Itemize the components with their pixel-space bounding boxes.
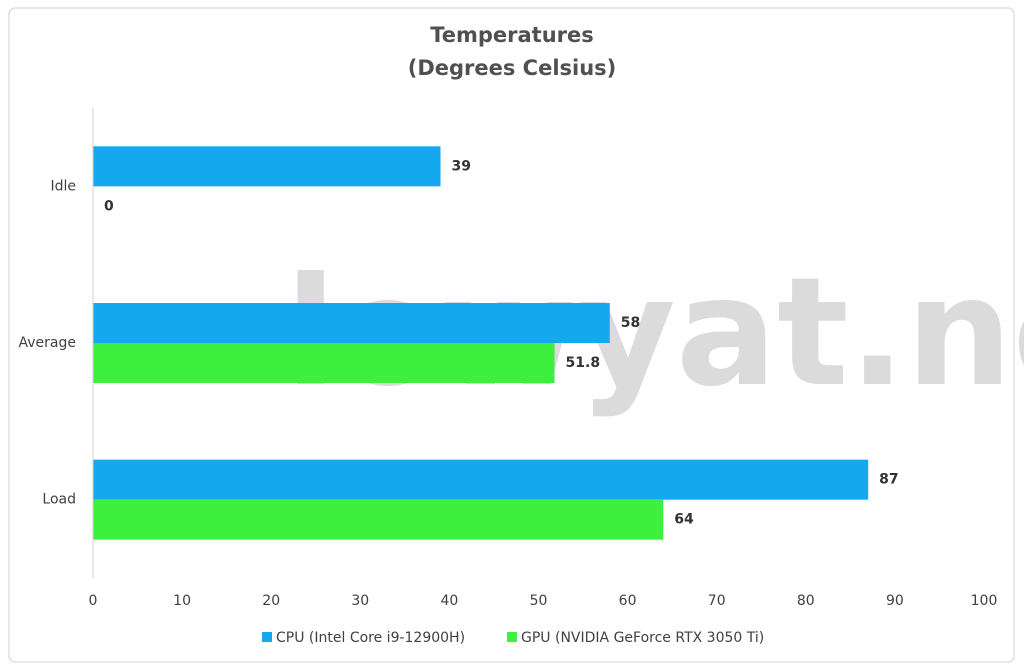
x-tick-label: 80 xyxy=(797,593,815,609)
legend-label: GPU (NVIDIA GeForce RTX 3050 Ti) xyxy=(521,630,764,646)
chart-title: Temperatures xyxy=(430,23,594,47)
bar xyxy=(93,146,441,187)
x-tick-label: 40 xyxy=(440,593,458,609)
y-tick-label: Idle xyxy=(50,178,76,194)
legend-swatch xyxy=(262,632,272,642)
y-tick-label: Load xyxy=(42,492,76,508)
legend-swatch xyxy=(507,632,517,642)
x-tick-label: 60 xyxy=(619,593,637,609)
value-label: 58 xyxy=(621,315,640,331)
x-tick-label: 20 xyxy=(262,593,280,609)
x-tick-label: 90 xyxy=(886,593,904,609)
x-tick-label: 30 xyxy=(351,593,369,609)
x-tick-label: 50 xyxy=(530,593,548,609)
x-tick-label: 70 xyxy=(708,593,726,609)
chart-subtitle: (Degrees Celsius) xyxy=(408,56,617,80)
x-tick-label: 100 xyxy=(971,593,998,609)
value-label: 64 xyxy=(674,512,694,528)
value-label: 39 xyxy=(451,158,470,174)
x-tick-label: 10 xyxy=(173,593,191,609)
bar xyxy=(93,499,664,540)
bar xyxy=(93,343,555,383)
bar xyxy=(93,303,610,343)
y-tick-label: Average xyxy=(19,335,77,351)
x-tick-label: 0 xyxy=(89,593,98,609)
bar xyxy=(93,459,869,500)
value-label: 51.8 xyxy=(566,355,601,371)
value-label: 0 xyxy=(104,198,114,214)
legend-label: CPU (Intel Core i9-12900H) xyxy=(276,630,465,646)
value-label: 87 xyxy=(879,472,898,488)
